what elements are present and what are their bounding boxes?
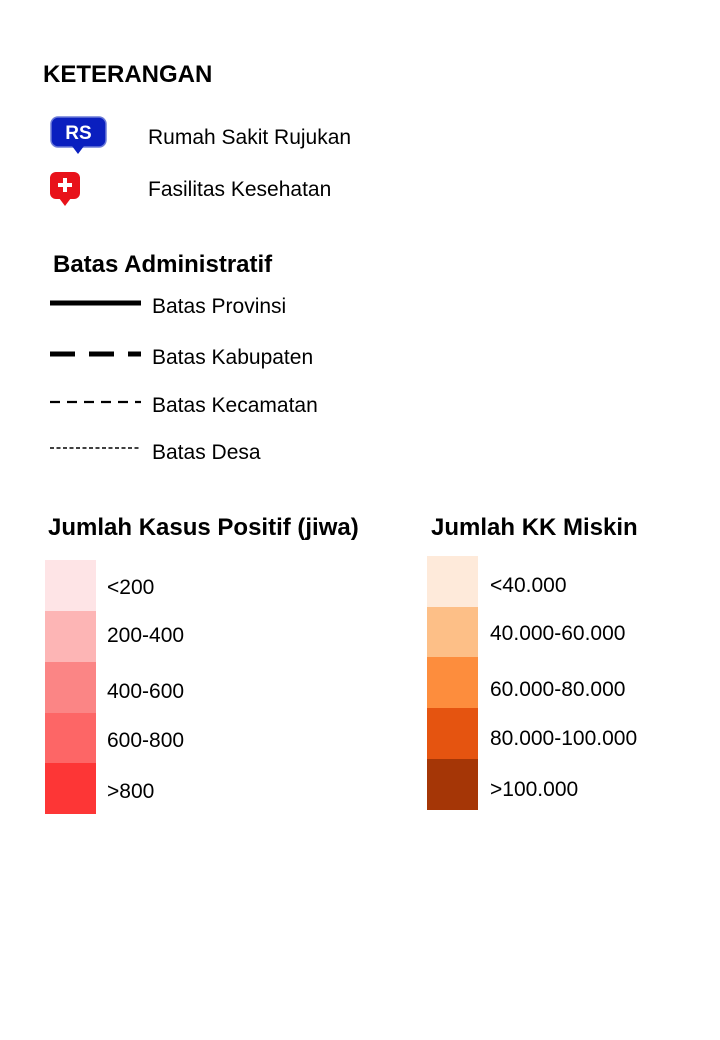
- cases-swatch-2: [45, 611, 96, 662]
- cases-swatch-5: [45, 763, 96, 814]
- cases-swatch-1: [45, 560, 96, 611]
- poverty-swatch-3: [427, 657, 478, 708]
- poverty-swatch-5: [427, 759, 478, 810]
- cases-label-4: 600-800: [107, 729, 185, 752]
- boundary-label-provinsi: Batas Provinsi: [152, 295, 287, 318]
- rs-marker-badge: RS: [65, 123, 91, 144]
- poverty-label-3: 60.000-80.000: [490, 678, 626, 701]
- poverty-label-5: >100.000: [490, 778, 579, 801]
- cases-legend-title: Jumlah Kasus Positif (jiwa): [48, 514, 359, 541]
- legend-title: KETERANGAN: [43, 61, 213, 88]
- poverty-legend-title: Jumlah KK Miskin: [431, 514, 638, 541]
- poverty-label-2: 40.000-60.000: [490, 622, 626, 645]
- cases-label-3: 400-600: [107, 680, 185, 703]
- poverty-swatch-1: [427, 556, 478, 607]
- boundary-line-samples: [50, 300, 141, 449]
- poverty-swatch-2: [427, 607, 478, 658]
- cases-swatch-3: [45, 662, 96, 713]
- poverty-label-1: <40.000: [490, 574, 567, 597]
- legend-label-fasilitas-kesehatan: Fasilitas Kesehatan: [148, 178, 332, 201]
- poverty-swatch-4: [427, 708, 478, 759]
- health-facility-marker-icon: [50, 172, 80, 206]
- boundary-label-kabupaten: Batas Kabupaten: [152, 346, 314, 369]
- boundary-label-kecamatan: Batas Kecamatan: [152, 394, 318, 417]
- admin-boundary-title: Batas Administratif: [53, 251, 273, 278]
- legend-label-rumah-sakit: Rumah Sakit Rujukan: [148, 126, 352, 149]
- rs-marker-icon: RS: [50, 116, 107, 154]
- boundary-label-desa: Batas Desa: [152, 441, 261, 464]
- cases-label-2: 200-400: [107, 624, 185, 647]
- cases-swatch-4: [45, 713, 96, 764]
- cases-label-1: <200: [107, 576, 155, 599]
- cases-label-5: >800: [107, 780, 155, 803]
- poverty-label-4: 80.000-100.000: [490, 727, 638, 750]
